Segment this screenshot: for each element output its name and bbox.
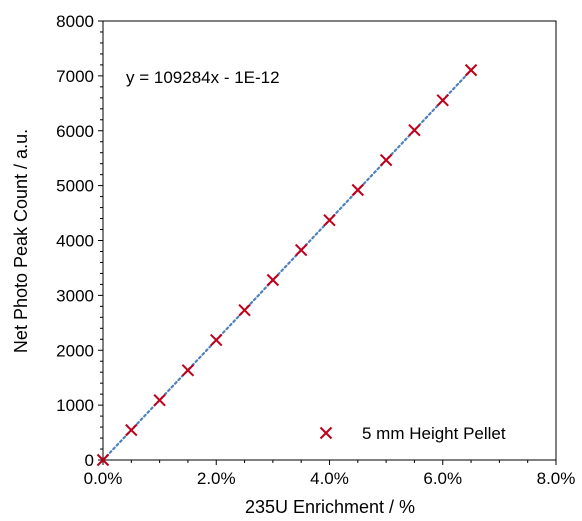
- data-point: [96, 453, 110, 467]
- y-tick-label: 6000: [56, 122, 94, 141]
- data-point: [436, 94, 449, 107]
- y-axis-label: Net Photo Peak Count / a.u.: [11, 129, 31, 353]
- data-point: [408, 123, 421, 137]
- y-tick-label: 1000: [56, 396, 94, 415]
- data-point: [379, 153, 393, 167]
- data-point: [464, 63, 478, 77]
- x-tick-label: 8.0%: [537, 469, 576, 488]
- x-tick-label: 4.0%: [310, 469, 349, 488]
- x-tick-labels: 0.0% 2.0% 4.0% 6.0% 8.0%: [84, 469, 576, 488]
- data-point: [210, 333, 223, 347]
- legend-label: 5 mm Height Pellet: [362, 424, 506, 443]
- y-tick-labels: 0 1000 2000 3000 4000 5000 6000 7000 8000: [56, 12, 94, 470]
- y-tick-label: 2000: [56, 341, 94, 360]
- legend-marker-x: [319, 426, 333, 440]
- y-tick-label: 3000: [56, 286, 94, 305]
- x-axis-ticks: [102, 460, 557, 465]
- data-point: [266, 273, 280, 287]
- plot-area: [102, 20, 557, 461]
- data-point: [153, 393, 166, 407]
- data-points: [96, 63, 478, 467]
- legend: 5 mm Height Pellet: [319, 424, 506, 443]
- x-tick-label: 0.0%: [84, 469, 123, 488]
- x-axis-label: 235U Enrichment / %: [245, 497, 415, 517]
- legend-marker: [319, 426, 333, 440]
- y-tick-label: 5000: [56, 177, 94, 196]
- data-point: [238, 303, 251, 317]
- data-point: [125, 423, 138, 437]
- y-tick-label: 0: [85, 451, 94, 470]
- data-point: [294, 243, 308, 257]
- x-tick-label: 2.0%: [197, 469, 236, 488]
- x-tick-label: 6.0%: [423, 469, 462, 488]
- data-point: [351, 183, 365, 197]
- y-tick-label: 7000: [56, 67, 94, 86]
- trendline-equation: y = 109284x - 1E-12: [126, 68, 280, 87]
- y-tick-label: 8000: [56, 12, 94, 31]
- y-axis-ticks: [98, 20, 103, 461]
- data-point: [323, 213, 336, 227]
- y-tick-label: 4000: [56, 232, 94, 251]
- data-point: [181, 364, 195, 377]
